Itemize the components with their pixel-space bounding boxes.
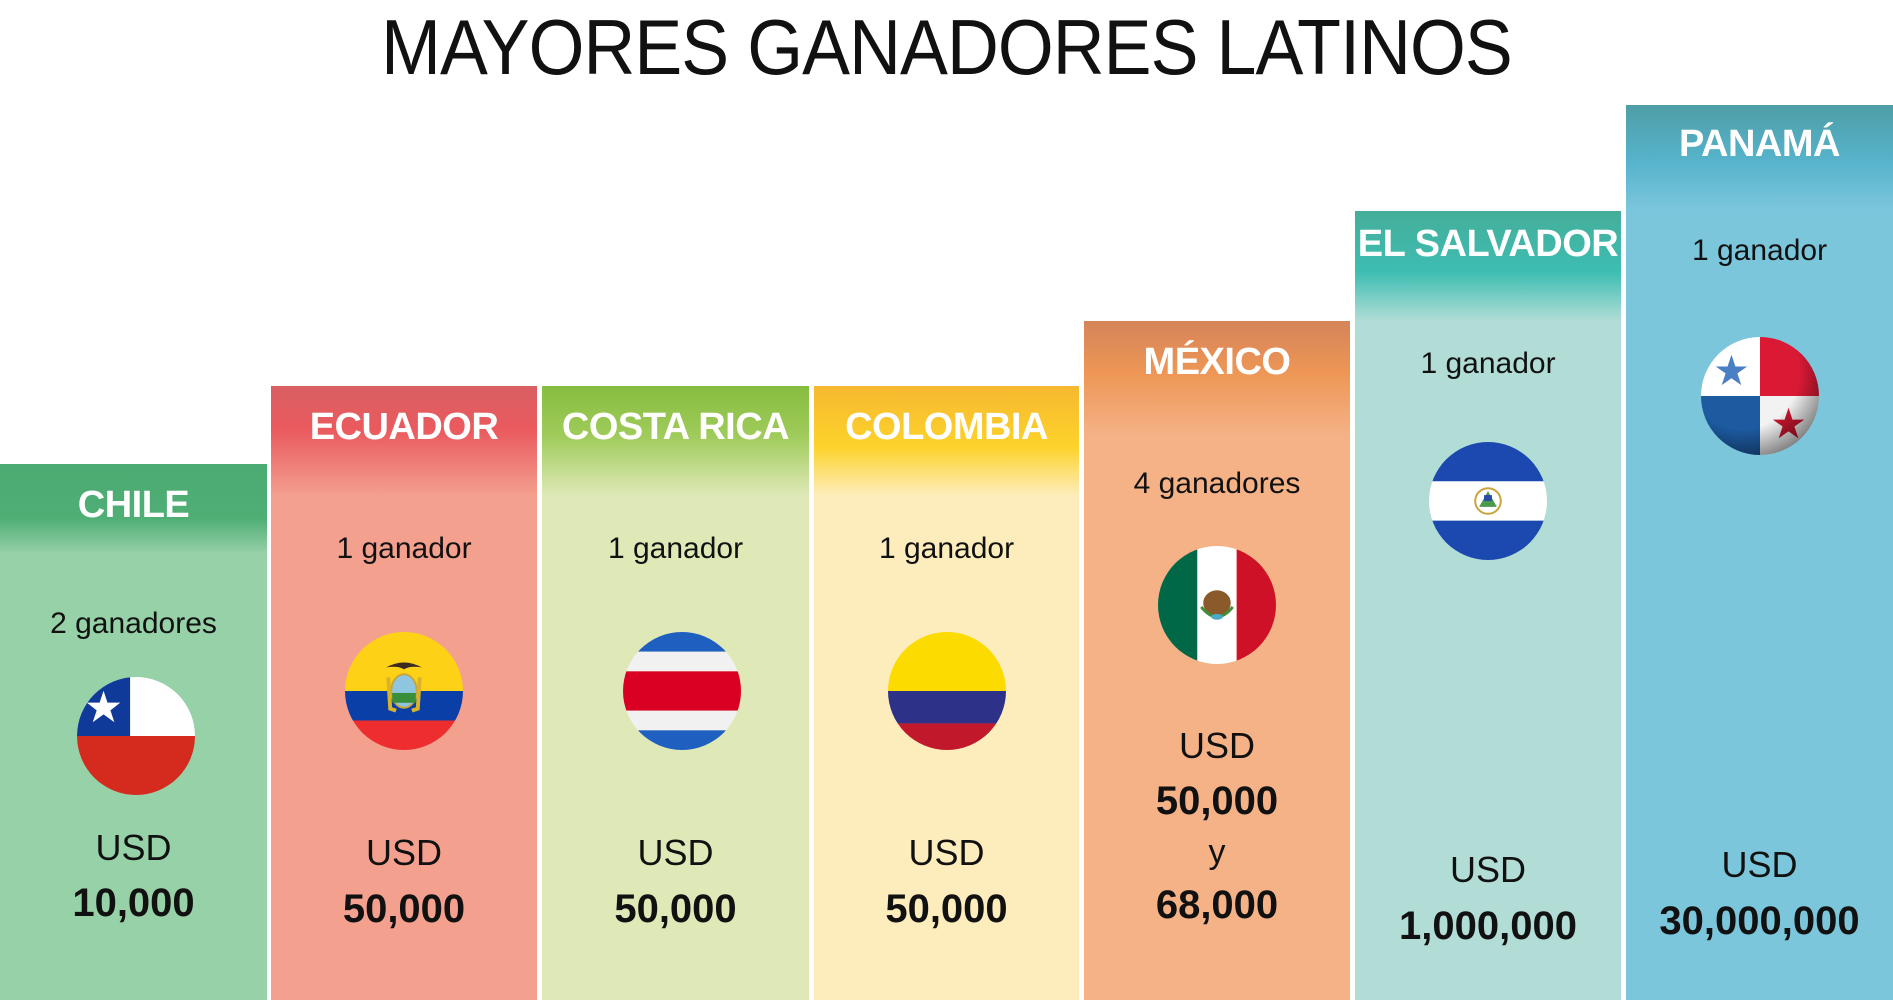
- country-name: CHILE: [77, 484, 190, 526]
- prize-amount-2: 68,000: [1155, 883, 1279, 927]
- chile-flag-icon: [77, 677, 195, 795]
- page-title: MAYORES GANADORES LATINOS: [381, 3, 1513, 91]
- prize-amount: 10,000: [72, 881, 195, 925]
- prize-amount: 1,000,000: [1399, 904, 1577, 948]
- winner-count: 2 ganadores: [50, 607, 217, 640]
- column-header: [1626, 105, 1893, 210]
- country-name: MÉXICO: [1143, 341, 1291, 383]
- column-header: [814, 386, 1079, 496]
- conjunction: y: [1208, 833, 1226, 871]
- currency-label: USD: [1449, 849, 1526, 890]
- currency-label: USD: [1178, 725, 1255, 766]
- prize-amount: 50,000: [1155, 779, 1279, 823]
- column-colombia: COLOMBIA 1 ganador USD 50,000: [814, 386, 1079, 1000]
- currency-label: USD: [637, 832, 714, 873]
- prize-amount: 30,000,000: [1659, 899, 1860, 943]
- column-mexico: MÉXICO 4 ganadores USD 50,000 y 68,000: [1084, 321, 1350, 1000]
- country-name: COLOMBIA: [845, 406, 1048, 448]
- winner-count: 1 ganador: [336, 532, 472, 565]
- ecuador-flag-icon: [345, 632, 463, 750]
- currency-label: USD: [365, 832, 442, 873]
- prize-amount: 50,000: [614, 887, 737, 931]
- column-header: [0, 464, 267, 554]
- currency-label: USD: [908, 832, 985, 873]
- el-salvador-flag-icon: [1429, 442, 1547, 560]
- winner-count: 4 ganadores: [1133, 467, 1301, 500]
- country-name: EL SALVADOR: [1357, 223, 1619, 265]
- currency-label: USD: [1721, 844, 1798, 885]
- column-costa-rica: COSTA RICA 1 ganador USD 50,000: [542, 386, 809, 1000]
- column-ecuador: ECUADOR 1 ganador USD 50,000: [271, 386, 537, 1000]
- winner-count: 1 ganador: [607, 532, 744, 565]
- column-chile: CHILE 2 ganadores USD 10,000: [0, 464, 267, 1000]
- column-header: [271, 386, 537, 496]
- winner-count: 1 ganador: [1691, 234, 1828, 267]
- country-name: PANAMÁ: [1679, 123, 1840, 165]
- mexico-flag-icon: [1158, 546, 1276, 664]
- country-name: ECUADOR: [309, 406, 499, 448]
- country-name: COSTA RICA: [561, 406, 790, 448]
- column-header: [1355, 211, 1621, 321]
- column-header: [542, 386, 809, 496]
- currency-label: USD: [95, 827, 172, 868]
- costa-rica-flag-icon: [623, 632, 741, 750]
- column-panama: PANAMÁ 1 ganador USD 30,000,000: [1626, 105, 1893, 1000]
- column-el-salvador: EL SALVADOR 1 ganador USD 1,000,000: [1355, 211, 1621, 1000]
- prize-amount: 50,000: [885, 887, 1008, 931]
- column-header: [1084, 321, 1350, 436]
- colombia-flag-icon: [888, 632, 1006, 750]
- winner-count: 1 ganador: [1420, 347, 1556, 380]
- prize-amount: 50,000: [342, 887, 466, 931]
- winner-count: 1 ganador: [878, 532, 1015, 565]
- panama-flag-icon: [1701, 337, 1819, 455]
